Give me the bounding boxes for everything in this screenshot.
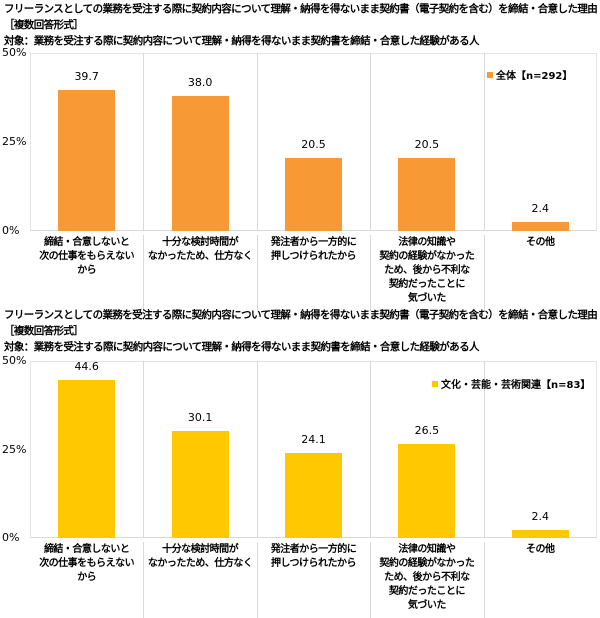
category-label: 締結・合意しないと 次の仕事をもらえない から [39, 237, 135, 276]
category-divider [483, 542, 485, 618]
value-label: 39.7 [74, 69, 99, 83]
category-label: 法律の知識や 契約の経験がなかった ため、後から不利な 契約だったことに 気づい… [379, 544, 475, 611]
chart-title: フリーランスとしての業務を受注する際に契約内容について理解・納得を得ないまま契約… [4, 3, 598, 15]
category-divider [370, 361, 372, 538]
bar [171, 95, 229, 231]
bar [58, 380, 116, 538]
chart-target: 対象：業務を受注する際に契約内容について理解・納得を得ないまま契約書を締結・合意… [4, 35, 479, 47]
category-divider [256, 53, 258, 231]
value-label: 38.0 [187, 75, 213, 89]
chart-target: 対象：業務を受注する際に契約内容について理解・納得を得ないまま契約書を締結・合意… [4, 341, 479, 353]
bar [398, 158, 456, 231]
legend-swatch-icon [487, 72, 493, 78]
category-label: 十分な検討時間が なかったため、仕方なく [147, 237, 253, 262]
legend-label: 文化・芸能・芸術関連【n=83】 [441, 380, 591, 391]
category-divider [256, 542, 258, 618]
category-divider [483, 53, 485, 231]
chart-subtitle: ［複数回答形式］ [4, 325, 84, 337]
category-label: その他 [526, 544, 555, 555]
bar [171, 431, 229, 538]
legend: 全体【n=292】 [487, 71, 572, 83]
y-tick-label: 25% [2, 442, 27, 456]
category-label: 法律の知識や 契約の経験がなかった ため、後から不利な 契約だったことに 気づい… [379, 237, 475, 304]
legend: 文化・芸能・芸術関連【n=83】 [432, 380, 590, 392]
value-label: 2.4 [531, 202, 550, 216]
category-label: 発注者から一方的に 押しつけられたから [270, 237, 357, 262]
bar [58, 89, 116, 231]
value-label: 26.5 [414, 424, 440, 438]
y-tick-label: 0% [2, 531, 20, 544]
category-label: 発注者から一方的に 押しつけられたから [270, 544, 357, 569]
category-divider [370, 53, 372, 231]
category-divider [143, 542, 145, 618]
y-tick-label: 50% [2, 354, 27, 367]
value-label: 30.1 [187, 411, 213, 425]
category-divider [143, 361, 145, 538]
category-divider [370, 235, 372, 311]
bar [511, 222, 569, 231]
bar [511, 529, 569, 538]
chart-title: フリーランスとしての業務を受注する際に契約内容について理解・納得を得ないまま契約… [4, 309, 598, 321]
category-label: 締結・合意しないと 次の仕事をもらえない から [39, 544, 135, 583]
category-divider [143, 235, 145, 311]
category-divider [256, 361, 258, 538]
category-divider [483, 361, 485, 538]
bar [285, 158, 342, 231]
bar [285, 452, 342, 538]
value-label: 44.6 [74, 360, 99, 374]
value-label: 20.5 [414, 138, 440, 152]
chart-subtitle: ［複数回答形式］ [4, 19, 84, 31]
y-tick-label: 0% [2, 224, 20, 237]
bar [398, 444, 456, 538]
legend-swatch-icon [432, 381, 438, 387]
category-divider [483, 235, 485, 311]
value-label: 2.4 [531, 509, 550, 523]
category-divider [256, 235, 258, 311]
category-divider [370, 542, 372, 618]
category-label: その他 [526, 237, 555, 248]
y-tick-label: 25% [2, 135, 27, 148]
value-label: 24.1 [301, 432, 326, 446]
value-label: 20.5 [301, 138, 326, 152]
category-label: 十分な検討時間が なかったため、仕方なく [147, 544, 253, 569]
legend-label: 全体【n=292】 [496, 71, 573, 82]
category-divider [143, 53, 145, 231]
y-tick-label: 50% [2, 46, 27, 59]
